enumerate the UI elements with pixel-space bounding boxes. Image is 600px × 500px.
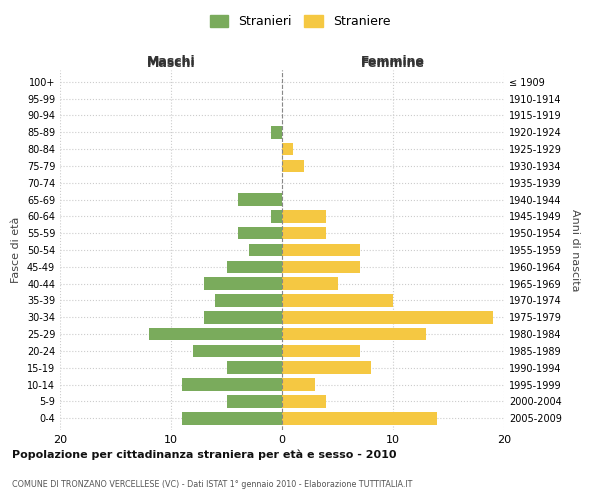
Bar bbox=[271, 210, 282, 222]
Bar bbox=[282, 362, 371, 374]
Bar bbox=[282, 294, 393, 307]
Bar bbox=[227, 260, 282, 273]
Y-axis label: Anni di nascita: Anni di nascita bbox=[570, 209, 580, 291]
Bar bbox=[282, 344, 360, 357]
Bar bbox=[282, 160, 304, 172]
Bar bbox=[282, 143, 293, 156]
Bar bbox=[182, 412, 282, 424]
Bar bbox=[204, 311, 282, 324]
Bar bbox=[282, 210, 326, 222]
Bar bbox=[282, 278, 337, 290]
Text: Femmine: Femmine bbox=[361, 56, 425, 68]
Bar bbox=[238, 193, 282, 206]
Bar bbox=[249, 244, 282, 256]
Text: Femmine: Femmine bbox=[361, 57, 425, 70]
Bar bbox=[282, 244, 360, 256]
Bar bbox=[271, 126, 282, 138]
Bar bbox=[227, 395, 282, 407]
Bar bbox=[282, 328, 426, 340]
Text: Maschi: Maschi bbox=[146, 56, 196, 68]
Text: COMUNE DI TRONZANO VERCELLESE (VC) - Dati ISTAT 1° gennaio 2010 - Elaborazione T: COMUNE DI TRONZANO VERCELLESE (VC) - Dat… bbox=[12, 480, 412, 489]
Bar bbox=[193, 344, 282, 357]
Bar bbox=[215, 294, 282, 307]
Bar bbox=[282, 412, 437, 424]
Bar bbox=[227, 362, 282, 374]
Bar bbox=[238, 227, 282, 239]
Text: Popolazione per cittadinanza straniera per età e sesso - 2010: Popolazione per cittadinanza straniera p… bbox=[12, 450, 397, 460]
Bar bbox=[282, 260, 360, 273]
Bar bbox=[282, 227, 326, 239]
Bar bbox=[282, 311, 493, 324]
Bar bbox=[182, 378, 282, 391]
Legend: Stranieri, Straniere: Stranieri, Straniere bbox=[206, 11, 394, 32]
Y-axis label: Fasce di età: Fasce di età bbox=[11, 217, 21, 283]
Bar bbox=[282, 395, 326, 407]
Bar bbox=[204, 278, 282, 290]
Bar bbox=[282, 378, 316, 391]
Bar bbox=[149, 328, 282, 340]
Text: Maschi: Maschi bbox=[146, 57, 196, 70]
